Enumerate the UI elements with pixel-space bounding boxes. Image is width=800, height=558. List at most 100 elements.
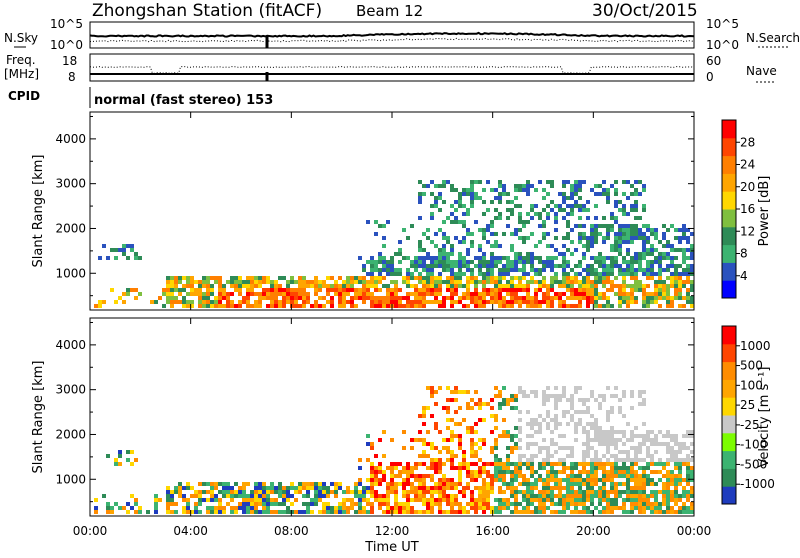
heatmap-cell [426, 236, 430, 240]
heatmap-cell [618, 224, 622, 228]
heatmap-cell [606, 430, 610, 434]
heatmap-cell [506, 264, 510, 268]
heatmap-cell [522, 276, 526, 280]
heatmap-cell [586, 474, 590, 478]
heatmap-cell [438, 466, 442, 470]
heatmap-cell [158, 296, 162, 300]
colorbar-segment [722, 244, 736, 263]
heatmap-cell [330, 276, 334, 280]
y-tick-label: 3000 [55, 383, 86, 397]
heatmap-cell [670, 494, 674, 498]
heatmap-cell [474, 498, 478, 502]
heatmap-cell [450, 494, 454, 498]
heatmap-cell [510, 494, 514, 498]
heatmap-cell [570, 398, 574, 402]
heatmap-cell [474, 196, 478, 200]
heatmap-cell [622, 300, 626, 304]
heatmap-cell [570, 192, 574, 196]
heatmap-cell [442, 406, 446, 410]
heatmap-cell [574, 180, 578, 184]
heatmap-cell [662, 268, 666, 272]
heatmap-cell [442, 474, 446, 478]
heatmap-cell [598, 466, 602, 470]
heatmap-cell [450, 478, 454, 482]
heatmap-cell [650, 244, 654, 248]
heatmap-cell [514, 292, 518, 296]
heatmap-cell [518, 260, 522, 264]
heatmap-cell [434, 200, 438, 204]
heatmap-cell [642, 470, 646, 474]
heatmap-cell [690, 296, 694, 300]
heatmap-cell [686, 474, 690, 478]
heatmap-cell [602, 462, 606, 466]
heatmap-cell [434, 466, 438, 470]
heatmap-cell [354, 482, 358, 486]
heatmap-cell [546, 232, 550, 236]
heatmap-cell [306, 486, 310, 490]
heatmap-cell [526, 212, 530, 216]
heatmap-cell [174, 486, 178, 490]
heatmap-cell [306, 502, 310, 506]
heatmap-cell [526, 486, 530, 490]
heatmap-cell [610, 430, 614, 434]
heatmap-cell [618, 296, 622, 300]
heatmap-cell [382, 454, 386, 458]
heatmap-cell [238, 304, 242, 308]
heatmap-cell [650, 510, 654, 514]
heatmap-cell [518, 228, 522, 232]
colorbar-segment [722, 326, 736, 345]
heatmap-cell [510, 244, 514, 248]
heatmap-cell [314, 288, 318, 292]
heatmap-cell [270, 502, 274, 506]
heatmap-cell [418, 296, 422, 300]
heatmap-cell [638, 268, 642, 272]
heatmap-cell [526, 446, 530, 450]
heatmap-cell [378, 252, 382, 256]
heatmap-cell [498, 244, 502, 248]
heatmap-cell [626, 450, 630, 454]
heatmap-cell [490, 220, 494, 224]
heatmap-cell [642, 248, 646, 252]
x-tick-label: 12:00 [375, 524, 410, 538]
heatmap-cell [218, 498, 222, 502]
heatmap-cell [246, 502, 250, 506]
heatmap-cell [690, 450, 694, 454]
heatmap-cell [646, 276, 650, 280]
heatmap-cell [250, 494, 254, 498]
heatmap-cell [242, 494, 246, 498]
heatmap-cell [126, 292, 130, 296]
heatmap-cell [654, 272, 658, 276]
heatmap-cell [554, 510, 558, 514]
heatmap-cell [498, 216, 502, 220]
heatmap-cell [382, 510, 386, 514]
heatmap-cell [258, 296, 262, 300]
heatmap-cell [446, 510, 450, 514]
heatmap-cell [582, 498, 586, 502]
heatmap-cell [442, 304, 446, 308]
heatmap-cell [582, 506, 586, 510]
heatmap-cell [626, 510, 630, 514]
heatmap-cell [654, 236, 658, 240]
heatmap-cell [626, 498, 630, 502]
heatmap-cell [666, 442, 670, 446]
heatmap-cell [634, 208, 638, 212]
heatmap-cell [594, 398, 598, 402]
heatmap-cell [138, 256, 142, 260]
heatmap-cell [526, 510, 530, 514]
heatmap-cell [406, 474, 410, 478]
heatmap-cell [106, 510, 110, 514]
heatmap-cell [438, 252, 442, 256]
heatmap-cell [582, 284, 586, 288]
colorbar-segment [722, 397, 736, 416]
heatmap-cell [306, 296, 310, 300]
heatmap-cell [442, 490, 446, 494]
heatmap-cell [314, 502, 318, 506]
heatmap-cell [190, 288, 194, 292]
heatmap-cell [542, 236, 546, 240]
heatmap-cell [630, 490, 634, 494]
heatmap-cell [550, 442, 554, 446]
heatmap-cell [382, 264, 386, 268]
heatmap-cell [522, 236, 526, 240]
heatmap-cell [154, 510, 158, 514]
heatmap-cell [518, 256, 522, 260]
